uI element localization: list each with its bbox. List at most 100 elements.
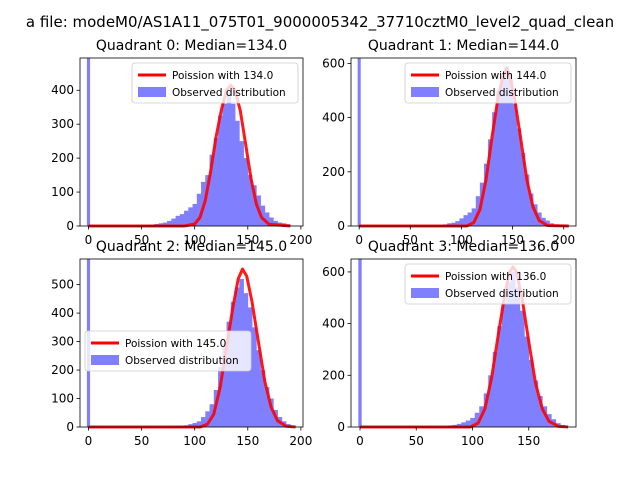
hist-bar <box>519 310 525 427</box>
hist-bar <box>188 207 193 226</box>
hist-bar <box>252 327 257 427</box>
figure-title: a file: modeM0/AS1A11_075T01_9000005342_… <box>26 13 614 32</box>
y-tick-label: 300 <box>51 335 74 349</box>
legend-swatch-observed <box>411 87 439 97</box>
legend-label-poisson: Poission with 136.0 <box>445 271 546 283</box>
x-tick-label: 50 <box>134 434 149 448</box>
legend-label-observed: Observed distribution <box>445 87 559 99</box>
x-tick-label: 150 <box>236 233 259 247</box>
x-tick-label: 150 <box>236 434 259 448</box>
hist-bar <box>524 174 530 226</box>
hist-bar <box>545 220 550 226</box>
y-tick-label: 400 <box>51 83 74 97</box>
hist-bar <box>528 359 534 427</box>
legend: Poission with 145.0 Observed distribution <box>84 330 252 372</box>
hist-bar <box>205 175 210 226</box>
x-tick-label: 50 <box>134 233 149 247</box>
y-tick-label: 0 <box>66 420 74 434</box>
legend-swatch-observed <box>411 288 439 298</box>
hist-bar <box>459 218 464 226</box>
hist-bar <box>467 212 473 226</box>
x-tick-label: 150 <box>517 434 540 448</box>
legend-box <box>404 263 572 305</box>
hist-bar <box>230 103 236 226</box>
y-tick-label: 200 <box>51 151 74 165</box>
chart-title: Quadrant 1: Median=144.0 <box>368 38 559 54</box>
hist-bar <box>456 423 462 427</box>
hist-bar <box>474 412 480 427</box>
hist-bar <box>239 141 244 226</box>
hist-bar <box>451 222 456 226</box>
x-tick-label: 50 <box>403 233 418 247</box>
y-tick-label: 100 <box>51 392 74 406</box>
hist-bar <box>222 103 227 226</box>
axes-frame <box>79 57 304 227</box>
legend: Poission with 136.0 Observed distribution <box>404 263 572 305</box>
chart-title: Quadrant 0: Median=134.0 <box>96 38 287 54</box>
hist-bar <box>179 214 185 226</box>
hist-bar <box>537 395 543 427</box>
hist-bar <box>218 367 223 427</box>
hist-bar <box>504 66 509 227</box>
axes-frame <box>350 258 577 428</box>
chart-title: Quadrant 2: Median=145.0 <box>96 239 287 255</box>
hist-bar <box>162 222 168 226</box>
x-tick-label: 100 <box>450 233 473 247</box>
hist-bar <box>463 215 468 226</box>
hist-bar-zero <box>358 259 362 427</box>
hist-bar <box>506 282 512 427</box>
hist-bar <box>196 421 202 427</box>
axes-frame <box>79 258 304 428</box>
hist-bar-zero <box>357 58 361 226</box>
hist-bar <box>175 215 181 226</box>
hist-bar <box>492 112 497 226</box>
legend-box <box>404 62 572 104</box>
hist-bar <box>510 271 516 427</box>
y-tick-label: 400 <box>322 317 345 331</box>
hist-bar <box>218 115 223 226</box>
chart-quadrant-1: 0 50 100 150 200 0 200 400 600 Quadrant 1: Median… <box>322 38 577 247</box>
chart-quadrant-3: 0 50 100 150 0 200 400 600 Quadrant 3: Median=13… <box>322 239 577 448</box>
x-tick-label: 0 <box>355 233 363 247</box>
hist-bar <box>515 287 521 427</box>
x-tick-label: 200 <box>289 233 312 247</box>
legend-label-observed: Observed distribution <box>445 288 559 300</box>
legend-label-poisson: Poission with 145.0 <box>125 338 226 350</box>
hist-bar <box>192 203 198 226</box>
hist-bar <box>496 90 501 226</box>
legend-box <box>84 330 252 372</box>
legend-label-observed: Observed distribution <box>125 355 239 367</box>
y-tick-label: 600 <box>322 56 345 70</box>
x-tick-label: 200 <box>289 434 312 448</box>
hist-bar <box>226 321 232 427</box>
chart-quadrant-0: 0 50 100 150 200 0 100 200 300 400 Quadrant 0: Med… <box>51 38 312 247</box>
legend: Poission with 144.0 Observed distribution <box>404 62 572 104</box>
x-tick-label: 100 <box>183 434 206 448</box>
y-tick-label: 200 <box>51 363 74 377</box>
hist-bar <box>533 380 539 427</box>
y-tick-label: 0 <box>337 420 345 434</box>
hist-bar <box>213 137 219 226</box>
hist-bar <box>235 120 240 226</box>
hist-bar <box>205 411 210 427</box>
hist-bar <box>264 212 270 226</box>
hist-bar <box>243 158 249 226</box>
chart-title: Quadrant 3: Median=136.0 <box>368 239 559 255</box>
x-tick-label: 0 <box>85 233 93 247</box>
y-tick-label: 600 <box>322 265 345 279</box>
hist-bar <box>508 79 513 226</box>
legend-swatch-observed <box>91 355 119 365</box>
hist-bar <box>512 104 518 226</box>
y-tick-label: 100 <box>51 185 74 199</box>
hist-bar <box>196 193 202 226</box>
x-tick-label: 100 <box>461 434 484 448</box>
hist-bar <box>524 336 530 427</box>
hist-bar <box>226 91 232 226</box>
y-tick-label: 0 <box>337 219 345 233</box>
hist-bar <box>471 208 477 226</box>
hist-bar <box>184 210 189 226</box>
hist-bar <box>520 152 526 226</box>
hist-bar <box>171 218 176 226</box>
